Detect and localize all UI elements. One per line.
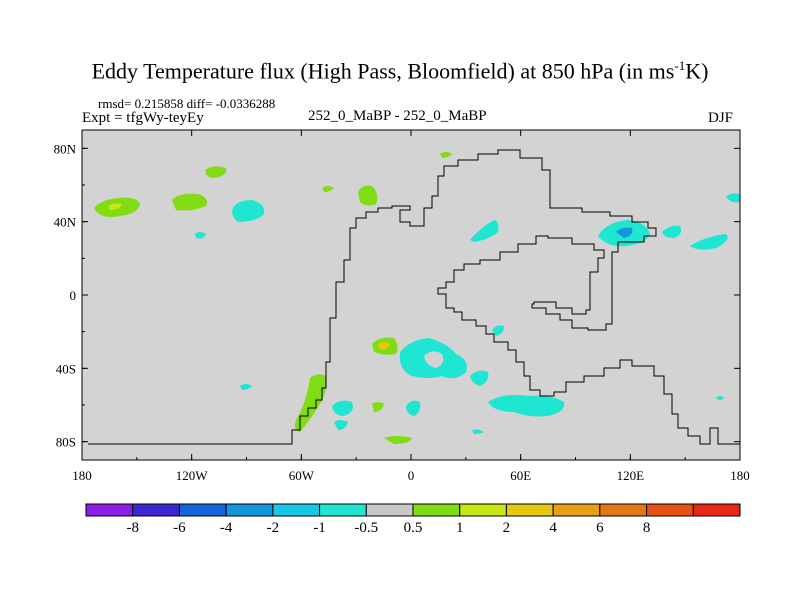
colorbar-label: -6 [173,520,186,536]
plot-title: Eddy Temperature flux (High Pass, Bloomf… [0,58,800,84]
patch-green [322,186,334,192]
lon-tick-label: 60E [510,468,531,483]
patch-cyan [492,325,504,336]
colorbar-swatch [412,503,461,517]
season-label: DJF [708,110,734,126]
colorbar-swatch [319,503,367,517]
colorbar-swatch [599,503,648,517]
colorbar-label: -1 [313,520,326,536]
center-label: 252_0_MaBP - 252_0_MaBP [308,108,487,124]
patch-cyan [690,234,728,250]
colorbar-swatch [225,503,274,517]
patch-cyan [195,232,206,239]
patch-yellow [378,342,390,350]
rmsd-diff-label: rmsd= 0.215858 diff= -0.0336288 [98,96,276,111]
patch-green [205,166,227,178]
colorbar-label: 1 [455,520,464,536]
patch-green [294,374,327,432]
patch-cyan [332,400,353,416]
lon-tick-label: 0 [408,468,415,483]
lon-tick-label: 120W [176,468,209,483]
colorbar-swatch [459,503,507,517]
colorbar-swatch [178,503,227,517]
patch-green [358,185,378,206]
colorbar-swatch [85,503,134,517]
axes: 80N 40N 0 40S 80S 180 120W 60W 0 60E 120E 180 [54,130,750,483]
colorbar-label: -4 [219,520,233,536]
patch-bg [424,351,444,368]
colorbar-swatch [365,503,414,517]
patch-cyan [232,200,265,222]
lat-tick-label: 40S [56,361,76,376]
patch-cyan [488,394,565,417]
patch-cyan [716,396,724,400]
coastline-western-continent [88,149,740,445]
colorbar-label: -0.5 [354,520,379,536]
colorbar-swatch [272,503,321,517]
lon-tick-label: 180 [72,468,92,483]
colorbar [85,503,741,517]
colorbar-swatch [552,503,601,517]
lat-tick-label: 40N [54,215,77,230]
lat-tick-label: 80N [54,141,77,156]
colorbar-swatch [646,503,694,517]
patch-cyan [726,193,740,203]
expt-label: Expt = tfgWy-teyEy [82,110,204,126]
colorbar-swatch [132,503,180,517]
patch-yellow [108,203,122,210]
patch-green [440,152,452,158]
colorbar-label: 4 [549,520,557,536]
title-tail: K) [685,58,709,84]
lon-tick-label: 180 [730,468,750,483]
patch-cyan [472,429,484,434]
patch-cyan [662,225,682,238]
colorbar-label: -8 [126,520,139,536]
contour-patches [94,152,740,444]
patch-cyan [240,384,252,390]
patch-green [372,402,384,412]
colorbar-label: 6 [596,520,604,536]
colorbar-label: 8 [642,520,651,536]
colorbar-label: 0.5 [403,520,423,536]
patch-cyan [470,370,489,386]
colorbar-swatch [505,503,554,517]
patch-cyan [334,420,348,430]
title-superscript: -1 [674,58,686,73]
patch-green [384,436,412,444]
lon-tick-label: 60W [289,468,315,483]
patch-blue [616,227,633,238]
patch-green [172,193,207,211]
patch-cyan [470,220,499,242]
lat-tick-label: 0 [70,288,77,303]
title-text: Eddy Temperature flux (High Pass, Bloomf… [91,58,675,84]
lon-tick-label: 120E [617,468,645,483]
patch-cyan [406,400,421,416]
lat-tick-label: 80S [56,435,76,450]
colorbar-label: -2 [266,520,280,536]
colorbar-label: 2 [502,520,511,536]
colorbar-swatch [692,503,741,517]
